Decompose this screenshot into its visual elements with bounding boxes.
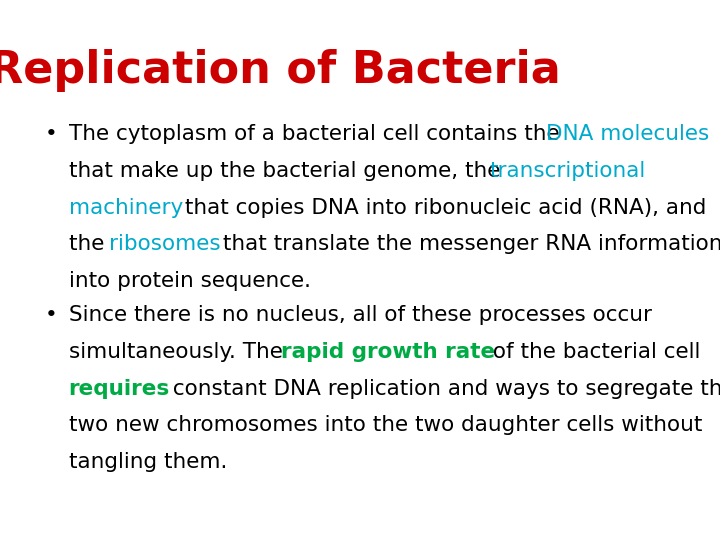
Text: two new chromosomes into the two daughter cells without: two new chromosomes into the two daughte…: [68, 415, 702, 435]
Text: requires: requires: [68, 379, 170, 399]
Text: the: the: [68, 234, 111, 254]
Text: rapid growth rate: rapid growth rate: [281, 342, 495, 362]
Text: Replication of Bacteria: Replication of Bacteria: [0, 49, 561, 92]
Text: that translate the messenger RNA information: that translate the messenger RNA informa…: [216, 234, 720, 254]
Text: •: •: [45, 124, 57, 144]
Text: •: •: [45, 305, 57, 325]
Text: into protein sequence.: into protein sequence.: [68, 271, 310, 291]
Text: simultaneously. The: simultaneously. The: [68, 342, 289, 362]
Text: Since there is no nucleus, all of these processes occur: Since there is no nucleus, all of these …: [68, 305, 652, 325]
Text: transcriptional: transcriptional: [490, 161, 646, 181]
Text: constant DNA replication and ways to segregate the: constant DNA replication and ways to seg…: [166, 379, 720, 399]
Text: The cytoplasm of a bacterial cell contains the: The cytoplasm of a bacterial cell contai…: [68, 124, 566, 144]
Text: of the bacterial cell: of the bacterial cell: [486, 342, 701, 362]
Text: ribosomes: ribosomes: [109, 234, 221, 254]
Text: tangling them.: tangling them.: [68, 452, 227, 472]
Text: that copies DNA into ribonucleic acid (RNA), and: that copies DNA into ribonucleic acid (R…: [179, 198, 706, 218]
Text: DNA molecules: DNA molecules: [546, 124, 710, 144]
Text: that make up the bacterial genome, the: that make up the bacterial genome, the: [68, 161, 507, 181]
Text: machinery: machinery: [68, 198, 183, 218]
